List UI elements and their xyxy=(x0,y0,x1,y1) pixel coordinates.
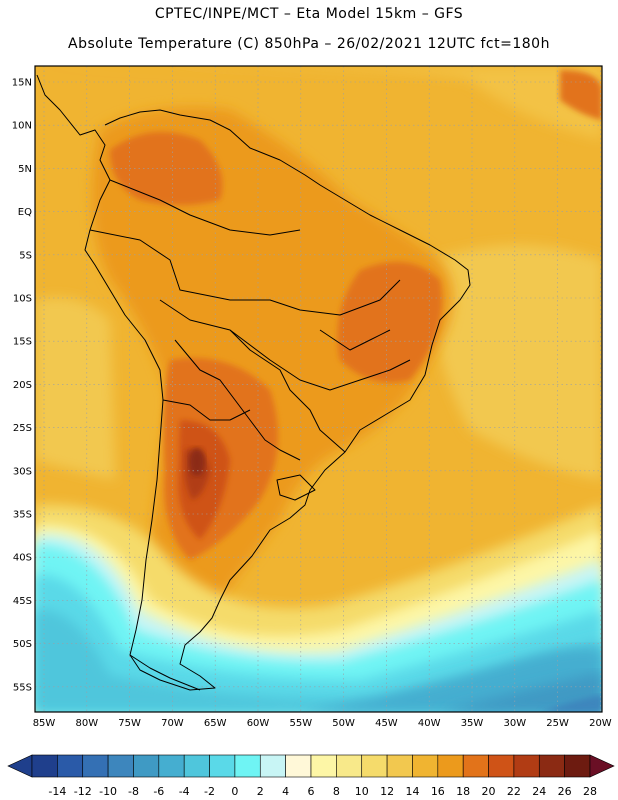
colorbar-label: 8 xyxy=(333,785,340,798)
longitude-label: 70W xyxy=(161,718,184,729)
latitude-labels: 15N 10N 5N EQ 5S 10S 15S 20S 25S 30S 35S 40S 45S 50S 5… xyxy=(12,78,32,694)
longitude-label: 60W xyxy=(247,718,270,729)
latitude-label: 55S xyxy=(13,682,32,693)
latitude-label: 15S xyxy=(13,337,32,348)
longitude-labels: 85W 80W 75W 70W 65W 60W 55W 50W 45W 40W 35W 30W 25W 2… xyxy=(33,718,612,729)
temperature-field xyxy=(35,66,602,712)
colorbar-label: 2 xyxy=(257,785,264,798)
colorbar-swatch xyxy=(488,754,515,778)
colorbar-min-arrow xyxy=(7,754,33,778)
colorbar-label: -6 xyxy=(153,785,164,798)
colorbar-label: -10 xyxy=(99,785,117,798)
colorbar-label: 14 xyxy=(405,785,419,798)
colorbar-label: 4 xyxy=(282,785,289,798)
colorbar-swatch xyxy=(259,754,286,778)
colorbar-label: -14 xyxy=(48,785,66,798)
latitude-label: 10N xyxy=(12,121,32,132)
colorbar-swatch xyxy=(513,754,540,778)
colorbar-label: 12 xyxy=(380,785,394,798)
colorbar-label: 6 xyxy=(308,785,315,798)
colorbar-swatch xyxy=(183,754,210,778)
colorbar-label: -8 xyxy=(128,785,139,798)
latitude-label: 45S xyxy=(13,596,32,607)
colorbar-label: 18 xyxy=(456,785,470,798)
longitude-label: 50W xyxy=(332,718,355,729)
colorbar-labels: -14 -12 -10 -8 -6 -4 -2 0 2 4 6 8 10 12 14 16 18 20 22 24 26… xyxy=(48,785,597,798)
latitude-label: 5N xyxy=(18,164,32,175)
longitude-label: 30W xyxy=(503,718,526,729)
longitude-label: 85W xyxy=(33,718,56,729)
colorbar-swatch xyxy=(31,754,58,778)
colorbar-swatch xyxy=(462,754,489,778)
latitude-label: 15N xyxy=(12,78,32,89)
latitude-label: 50S xyxy=(13,639,32,650)
latitude-label: 5S xyxy=(19,250,32,261)
longitude-label: 20W xyxy=(589,718,612,729)
colorbar-swatch xyxy=(336,754,363,778)
map-subtitle: Absolute Temperature (C) 850hPa – 26/02/… xyxy=(68,36,550,52)
colorbar-swatch xyxy=(412,754,439,778)
longitude-label: 45W xyxy=(375,718,398,729)
colorbar-label: 20 xyxy=(482,785,496,798)
longitude-label: 55W xyxy=(289,718,312,729)
colorbar-swatch xyxy=(209,754,236,778)
map-title: CPTEC/INPE/MCT – Eta Model 15km – GFS xyxy=(154,6,464,22)
map-frame xyxy=(34,65,603,713)
colorbar-label: 26 xyxy=(558,785,572,798)
longitude-label: 80W xyxy=(75,718,98,729)
latitude-label: 25S xyxy=(13,423,32,434)
colorbar-swatch xyxy=(285,754,312,778)
lat-lon-grid xyxy=(35,66,602,712)
longitude-label: 25W xyxy=(546,718,569,729)
colorbar-label: 28 xyxy=(583,785,597,798)
coastline xyxy=(36,74,471,691)
colorbar-swatch xyxy=(57,754,84,778)
colorbar-swatch xyxy=(361,754,388,778)
longitude-label: 65W xyxy=(204,718,227,729)
latitude-label: 35S xyxy=(13,510,32,521)
colorbar-swatch xyxy=(107,754,134,778)
latitude-label: EQ xyxy=(18,207,32,218)
colorbar-swatch xyxy=(234,754,261,778)
colorbar-label: -4 xyxy=(179,785,190,798)
longitude-label: 40W xyxy=(418,718,441,729)
colorbar-swatch xyxy=(386,754,413,778)
colorbar-label: 10 xyxy=(355,785,369,798)
colorbar-label: 0 xyxy=(231,785,238,798)
colorbar-max-arrow xyxy=(589,754,615,778)
colorbar-swatch xyxy=(310,754,337,778)
colorbar-label: -12 xyxy=(74,785,92,798)
colorbar-swatch xyxy=(538,754,565,778)
latitude-label: 40S xyxy=(13,553,32,564)
colorbar xyxy=(7,754,615,778)
colorbar-label: 22 xyxy=(507,785,521,798)
longitude-label: 75W xyxy=(118,718,141,729)
colorbar-label: 24 xyxy=(532,785,546,798)
colorbar-swatch xyxy=(564,754,591,778)
latitude-label: 30S xyxy=(13,466,32,477)
colorbar-swatch xyxy=(437,754,464,778)
colorbar-swatch xyxy=(133,754,160,778)
latitude-label: 10S xyxy=(13,294,32,305)
colorbar-swatch xyxy=(158,754,185,778)
colorbar-swatch xyxy=(82,754,109,778)
colorbar-label: -2 xyxy=(204,785,215,798)
latitude-label: 20S xyxy=(13,380,32,391)
colorbar-label: 16 xyxy=(431,785,445,798)
longitude-label: 35W xyxy=(461,718,484,729)
